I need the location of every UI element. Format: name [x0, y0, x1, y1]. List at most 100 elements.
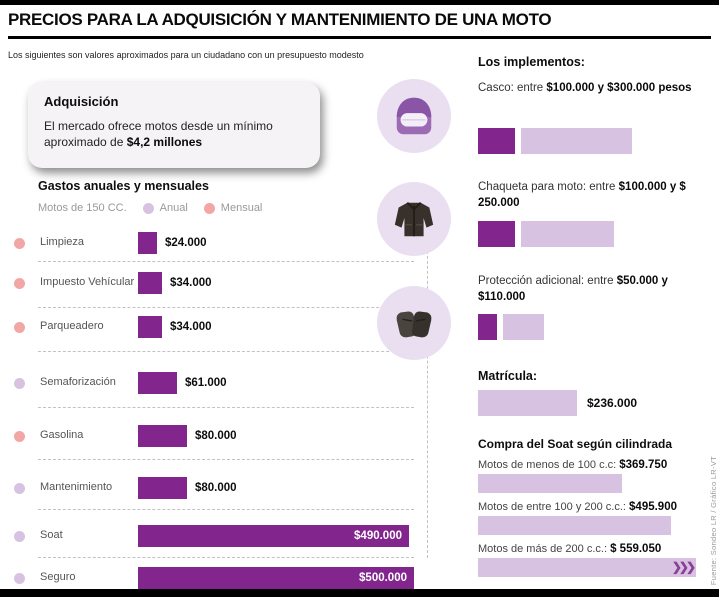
- implement-bars-chaqueta: [478, 221, 614, 247]
- expense-value: $34.000: [170, 277, 212, 289]
- legend-anual: Anual: [142, 202, 188, 214]
- implement-bars-casco: [478, 128, 632, 154]
- matricula-value: $236.000: [587, 396, 638, 410]
- helmet-icon: [377, 79, 451, 153]
- max-price-bar: [521, 221, 614, 247]
- implement-range: $50.000 y $110.000: [478, 275, 668, 304]
- expense-label: Parqueadero: [40, 320, 104, 333]
- gloves-graphic: [396, 311, 432, 338]
- period-dot: [14, 530, 25, 542]
- axis-end-line: [427, 231, 428, 558]
- matricula-title: Matrícula:: [478, 369, 538, 383]
- implement-text-proteccion: Protección adicional: entre $50.000 y $1…: [478, 273, 700, 305]
- expense-value: $500.000: [359, 572, 407, 584]
- soat-label-text: Motos de más de 200 c.c.:: [478, 543, 611, 555]
- soat-bar: ❯❯❯: [478, 558, 696, 577]
- expense-bar: [138, 232, 157, 254]
- expense-row-gasolina: Gasolina $80.000: [14, 424, 434, 448]
- expense-value: $61.000: [185, 377, 227, 389]
- min-price-bar: [478, 128, 515, 154]
- continues-chevrons-icon: ❯❯❯: [671, 560, 696, 574]
- implement-range: $100.000 y $300.000 pesos: [546, 82, 692, 94]
- soat-row-label: Motos de más de 200 c.c.: $ 559.050: [478, 543, 710, 555]
- soat-bar: [478, 474, 622, 493]
- legend-anual-label: Anual: [159, 202, 188, 214]
- expense-row-parqueadero: Parqueadero $34.000: [14, 315, 434, 339]
- expense-label: Seguro: [40, 571, 76, 584]
- expense-row-seguro: Seguro $500.000: [14, 566, 434, 590]
- expense-bar: [138, 425, 187, 447]
- implement-label: Chaqueta para moto: entre: [478, 181, 619, 193]
- expense-value: $34.000: [170, 321, 212, 333]
- mensual-dot: [203, 202, 215, 214]
- row-separator: [38, 351, 414, 352]
- period-dot: [14, 482, 25, 494]
- acquisition-price: $4,2 millones: [126, 135, 203, 150]
- expense-label: Limpieza: [40, 236, 85, 249]
- soat-value: $ 559.050: [610, 543, 662, 555]
- min-price-bar: [478, 221, 515, 247]
- max-price-bar: [503, 314, 544, 340]
- expense-value: $80.000: [195, 482, 237, 494]
- soat-section-title: Compra del Soat según cilindrada: [478, 437, 673, 451]
- expense-row-impuesto: Impuesto Vehícular $34.000: [14, 268, 434, 298]
- period-dot: [14, 572, 25, 584]
- soat-label-text: Motos de menos de 100 c.c:: [478, 459, 620, 471]
- expense-row-mantenimiento: Mantenimiento $80.000: [14, 476, 434, 500]
- matricula-row: $236.000: [478, 390, 637, 416]
- source-credit: Fuente: Sondeo LR / Gráfico LR-VT: [709, 455, 718, 585]
- row-separator: [38, 261, 414, 262]
- implement-bars-proteccion: [478, 314, 544, 340]
- soat-bar: [478, 516, 671, 535]
- implements-title: Los implementos:: [478, 55, 585, 69]
- anual-dot: [142, 202, 154, 214]
- expense-row-limpieza: Limpieza $24.000: [14, 231, 434, 255]
- soat-value: $495.900: [629, 501, 677, 513]
- expense-value: $24.000: [165, 237, 207, 249]
- title-underline: [8, 36, 711, 39]
- legend-mensual: Mensual: [203, 202, 263, 214]
- page-title: PRECIOS PARA LA ADQUISICIÓN Y MANTENIMIE…: [8, 10, 552, 29]
- row-separator: [38, 407, 414, 408]
- period-dot: [14, 430, 25, 442]
- page-subtitle: Los siguientes son valores aproximados p…: [8, 50, 364, 60]
- expense-bar: [138, 316, 162, 338]
- bottom-border: [0, 589, 719, 597]
- row-separator: [38, 509, 414, 510]
- period-dot: [14, 277, 25, 289]
- expense-bar: $490.000: [138, 525, 409, 547]
- period-dot: [14, 237, 25, 249]
- expense-bar: [138, 272, 162, 294]
- max-price-bar: [521, 128, 632, 154]
- period-dot: [14, 377, 25, 389]
- matricula-bar: [478, 390, 577, 416]
- expenses-legend: Motos de 150 CC. Anual Mensual: [38, 202, 262, 214]
- expense-row-semaforizacion: Semaforización $61.000: [14, 371, 434, 395]
- expense-label: Impuesto Vehícular: [40, 276, 135, 289]
- expense-label: Soat: [40, 529, 63, 542]
- expense-label: Gasolina: [40, 429, 84, 442]
- expense-bar: [138, 477, 187, 499]
- implement-label: Casco: entre: [478, 82, 547, 94]
- jacket-graphic: [394, 202, 434, 237]
- expense-row-soat: Soat $490.000: [14, 524, 434, 548]
- expense-value: $490.000: [354, 530, 402, 542]
- soat-value: $369.750: [619, 459, 668, 471]
- implement-range: $100.000 y $ 250.000: [478, 181, 686, 210]
- implement-text-casco: Casco: entre $100.000 y $300.000 pesos: [478, 80, 700, 96]
- acquisition-text: El mercado ofrece motos desde un mínimo …: [44, 118, 304, 150]
- min-price-bar: [478, 314, 497, 340]
- expenses-subtitle: Motos de 150 CC.: [38, 202, 127, 214]
- acquisition-card: Adquisición El mercado ofrece motos desd…: [28, 82, 320, 168]
- row-separator: [38, 459, 414, 460]
- expenses-title: Gastos anuales y mensuales: [38, 179, 209, 193]
- row-separator: [38, 307, 414, 308]
- soat-row-label: Motos de menos de 100 c.c: $369.750: [478, 459, 710, 471]
- period-dot: [14, 321, 25, 333]
- expense-label: Semaforización: [40, 376, 116, 389]
- expense-value: $80.000: [195, 430, 237, 442]
- jacket-icon: [377, 182, 451, 256]
- legend-mensual-label: Mensual: [220, 202, 263, 214]
- top-border: [0, 0, 719, 5]
- implement-text-chaqueta: Chaqueta para moto: entre $100.000 y $ 2…: [478, 179, 700, 211]
